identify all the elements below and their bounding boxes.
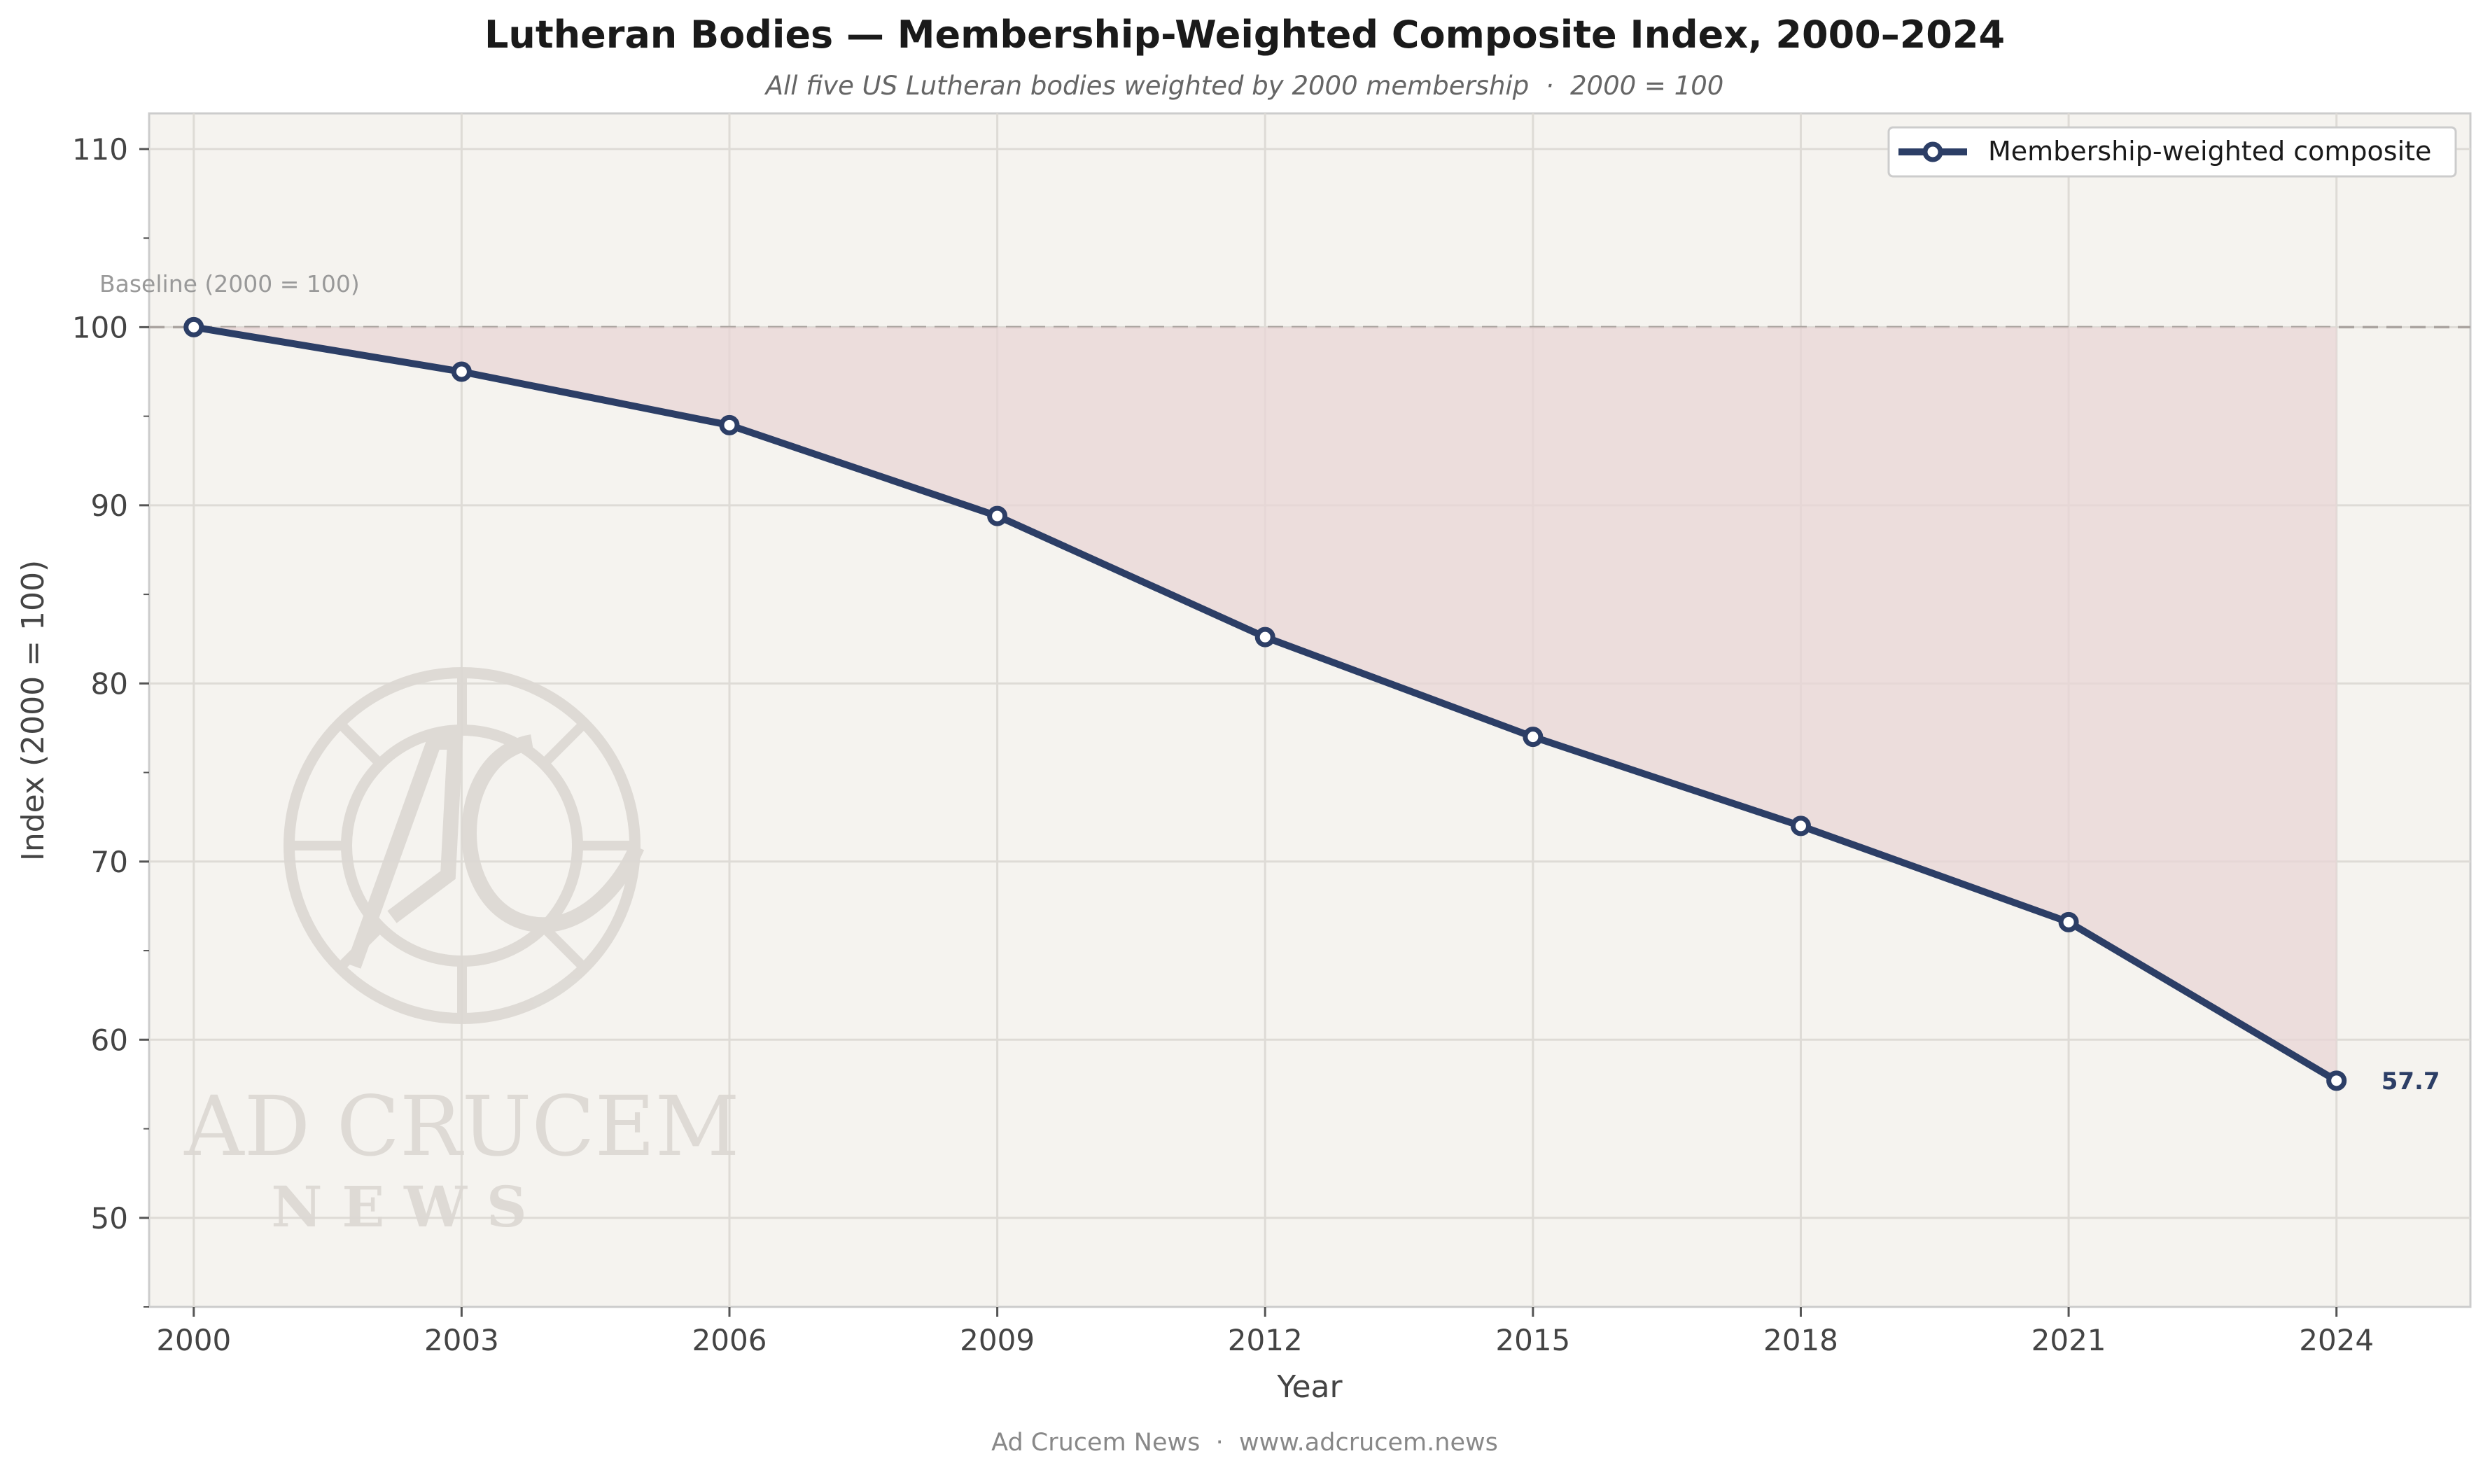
data-point xyxy=(451,361,472,382)
chart-subtitle: All five US Lutheran bodies weighted by … xyxy=(764,71,1724,101)
end-value-label: 57.7 xyxy=(2381,1068,2440,1096)
y-tick-label: 90 xyxy=(91,489,128,523)
y-tick-label: 80 xyxy=(91,666,128,701)
y-axis-label: Index (2000 = 100) xyxy=(15,560,51,861)
legend: Membership-weighted composite xyxy=(1887,126,2457,178)
data-layer xyxy=(149,316,2470,1091)
data-point xyxy=(1254,626,1275,648)
grid-layer: 50 60 70 80 90 100 110 2000 2003 2006 2009 2012 2015… xyxy=(72,113,2470,1357)
x-tick-label: 2006 xyxy=(692,1323,767,1357)
x-tick-label: 2015 xyxy=(1495,1323,1570,1357)
legend-marker-swatch xyxy=(1922,141,1943,162)
data-point xyxy=(2058,911,2079,932)
x-tick-label: 2024 xyxy=(2299,1323,2374,1357)
watermark-line1: AD CRUCEM xyxy=(183,1078,739,1175)
y-tick-label: 60 xyxy=(91,1023,128,1057)
footer-credit: Ad Crucem News · www.adcrucem.news xyxy=(991,1429,1498,1457)
x-tick-label: 2018 xyxy=(1763,1323,1838,1357)
data-point xyxy=(1523,727,1544,748)
deficit-area xyxy=(193,327,2337,1081)
x-tick-label: 2021 xyxy=(2031,1323,2106,1357)
x-tick-label: 2009 xyxy=(960,1323,1035,1357)
watermark-emblem-icon xyxy=(284,667,645,1024)
chart-title: Lutheran Bodies — Membership-Weighted Co… xyxy=(484,13,2005,57)
data-point xyxy=(183,316,204,337)
y-tick-label: 110 xyxy=(72,132,128,167)
x-axis-label: Year xyxy=(1276,1369,1343,1405)
x-tick-label: 2003 xyxy=(424,1323,499,1357)
x-tick-label: 2012 xyxy=(1228,1323,1303,1357)
legend-box xyxy=(1887,126,2457,178)
legend-label: Membership-weighted composite xyxy=(1988,136,2431,167)
watermark-line2: N E W S xyxy=(271,1174,526,1240)
data-point xyxy=(1790,816,1811,836)
baseline-label: Baseline (2000 = 100) xyxy=(99,270,360,298)
data-point xyxy=(2326,1070,2347,1091)
data-point xyxy=(719,414,740,435)
y-tick-label: 100 xyxy=(72,310,128,344)
y-tick-label: 50 xyxy=(91,1201,128,1236)
x-tick-label: 2000 xyxy=(156,1323,231,1357)
y-tick-label: 70 xyxy=(91,845,128,879)
data-point xyxy=(987,505,1008,526)
watermark-logo: AD CRUCEM N E W S xyxy=(183,667,740,1240)
